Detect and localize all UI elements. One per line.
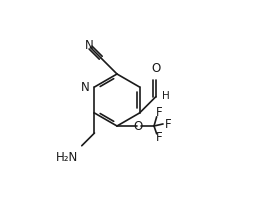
Text: F: F [165,117,171,130]
Text: O: O [151,62,160,75]
Text: O: O [133,119,143,132]
Text: N: N [84,39,93,52]
Text: H₂N: H₂N [56,151,78,164]
Text: F: F [156,131,162,144]
Text: N: N [81,81,90,94]
Text: F: F [156,106,162,119]
Text: H: H [162,91,170,101]
